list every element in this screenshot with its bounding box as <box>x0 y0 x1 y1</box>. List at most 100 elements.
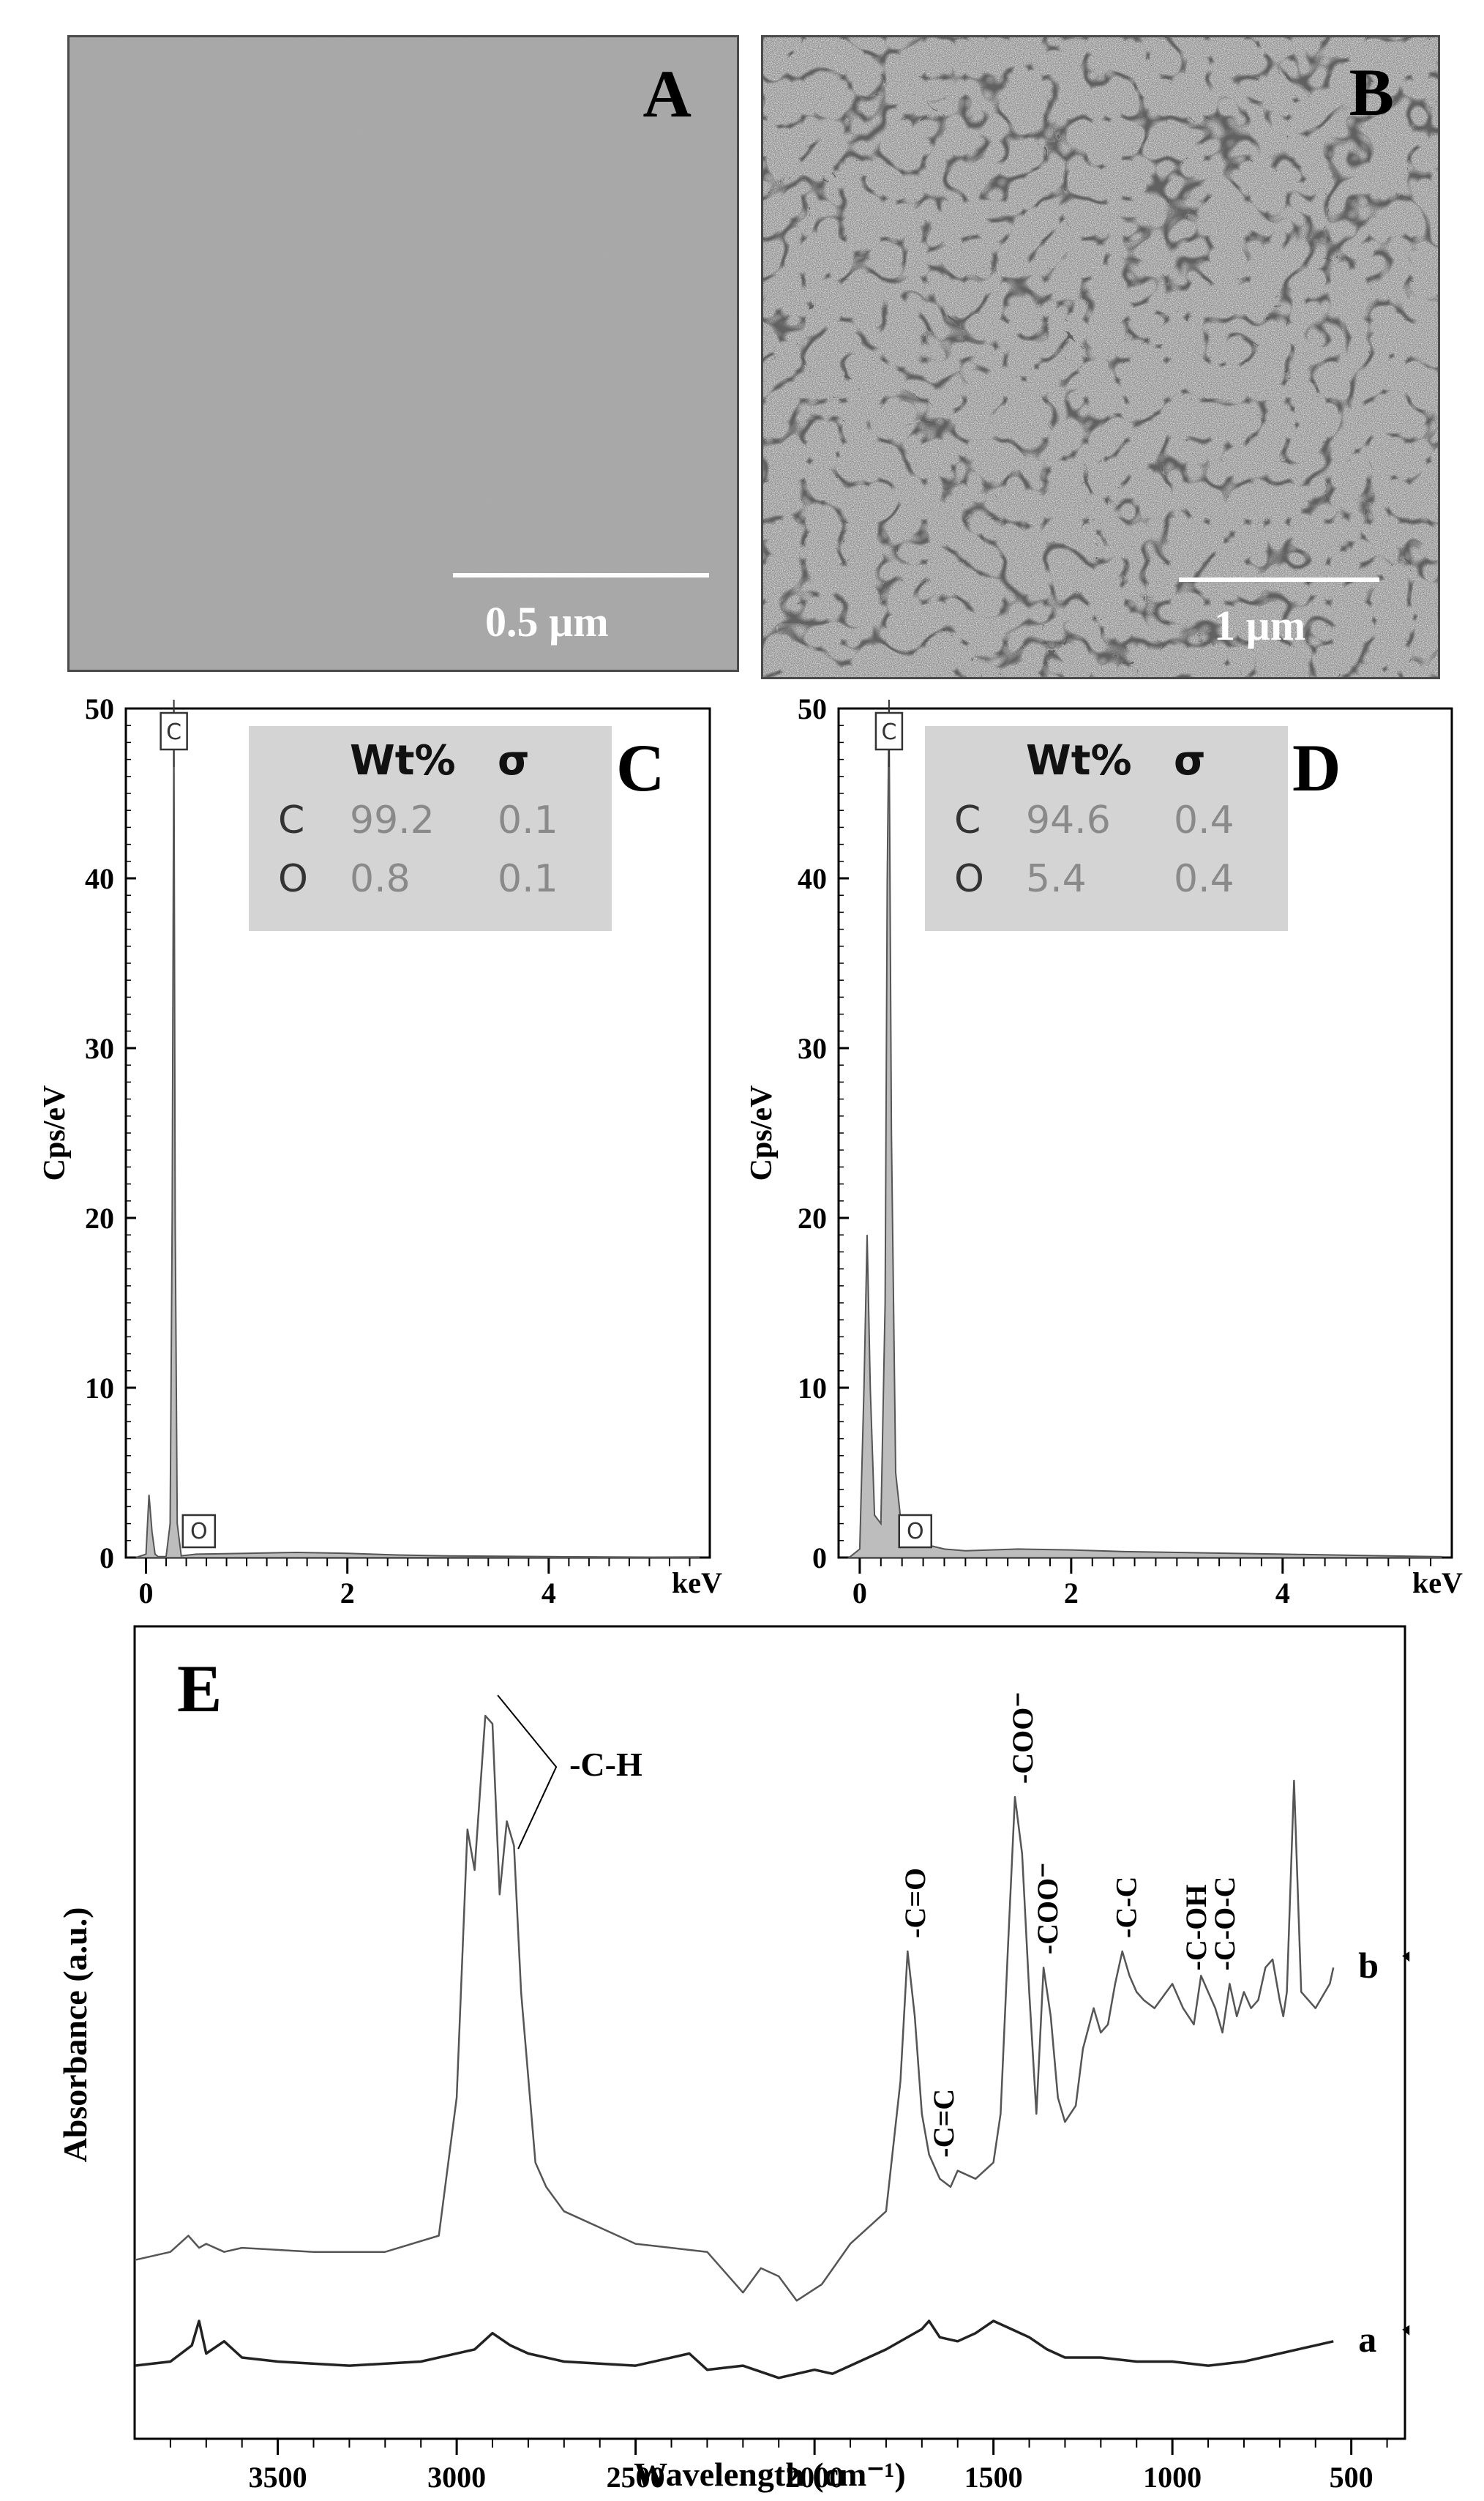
y-axis: 0 10 20 30 40 50 <box>85 692 136 1574</box>
table-row-element: C <box>278 799 304 842</box>
table-header-sigma: σ <box>1174 737 1206 785</box>
annotation-bracket <box>497 1694 558 1850</box>
peak-marker-label: C <box>166 719 181 745</box>
x-axis: 3500 3000 2500 2000 1500 1000 500 <box>169 2439 1388 2494</box>
table-header-wt: Wt% <box>1026 737 1132 785</box>
table-header-sigma: σ <box>498 737 530 785</box>
x-tick-label: 0 <box>139 1577 154 1610</box>
band-annotation: -C-O-C <box>1208 1877 1241 1971</box>
series-lines: ba <box>134 1714 1410 2379</box>
peak-markers: CO <box>874 700 932 1549</box>
y-axis-label: Cps/eV <box>745 1085 779 1181</box>
table-row-wt: 94.6 <box>1026 799 1111 842</box>
panel-letter-b: B <box>1349 55 1394 130</box>
y-axis-label: Cps/eV <box>38 1085 72 1181</box>
panel-letter-a: A <box>642 56 692 131</box>
y-tick-label: 0 <box>812 1541 827 1574</box>
table-row-wt: 0.8 <box>350 857 411 901</box>
band-annotation: -C-H <box>569 1746 642 1783</box>
y-tick-label: 10 <box>85 1372 114 1405</box>
peak-marker-box <box>898 1514 932 1549</box>
y-tick-label: 50 <box>85 692 114 725</box>
y-tick-label: 20 <box>85 1202 114 1235</box>
y-tick-label: 10 <box>798 1372 827 1405</box>
y-tick-label: 20 <box>798 1202 827 1235</box>
band-annotations: -C-H -C=O -C=C -COO⁻ -COO⁻ -C-C -C-OH-C-O-C <box>497 1692 1241 2158</box>
series-line-a <box>134 2319 1334 2379</box>
composition-table: Wt% σ C 94.6 0.4 O 5.4 0.4 <box>925 726 1288 931</box>
band-annotation: -C-C <box>1110 1877 1143 1938</box>
x-tick-label: 0 <box>852 1577 867 1610</box>
composition-table: Wt% σ C 99.2 0.1 O 0.8 0.1 <box>249 726 612 931</box>
peak-marker-box <box>874 711 904 751</box>
x-tick-label: 2000 <box>785 2461 844 2494</box>
x-unit-label: keV <box>672 1566 722 1599</box>
peak-marker-label: O <box>190 1519 208 1544</box>
x-tick-label: 2500 <box>607 2461 665 2494</box>
series-end-marker <box>1402 1951 1410 1962</box>
y-axis: 0 10 20 30 40 50 <box>798 692 849 1574</box>
sem-image-b: B 1 µm <box>761 35 1440 679</box>
panel-letter: C <box>616 730 664 805</box>
x-unit-label: keV <box>1412 1566 1463 1599</box>
sem-texture-a <box>70 37 737 670</box>
band-annotation: -COO⁻ <box>1031 1863 1064 1955</box>
x-tick-label: 3000 <box>427 2461 486 2494</box>
scale-label-b: 1 µm <box>1214 602 1306 649</box>
y-axis-label: Absorbance (a.u.) <box>56 1907 94 2163</box>
table-row-sigma: 0.4 <box>1174 857 1234 901</box>
y-tick-label: 30 <box>85 1032 114 1065</box>
x-tick-label: 500 <box>1330 2461 1374 2494</box>
panel-letter: D <box>1292 730 1341 805</box>
series-line-b <box>134 1714 1335 2302</box>
peak-markers: CO <box>160 700 216 1549</box>
x-axis: 0 2 4 <box>852 1558 1432 1610</box>
x-tick-label: 2 <box>340 1577 355 1610</box>
table-row-sigma: 0.1 <box>498 799 558 842</box>
y-tick-label: 30 <box>798 1032 827 1065</box>
peak-marker-box <box>181 1514 216 1549</box>
sem-image-a: A 0.5 µm <box>67 35 739 672</box>
scale-bar-b <box>1179 577 1379 582</box>
y-tick-label: 40 <box>798 862 827 895</box>
table-background <box>249 726 612 931</box>
band-annotation: -C=O <box>899 1868 932 1938</box>
series-label-b: b <box>1358 1945 1379 1986</box>
x-tick-label: 2 <box>1064 1577 1079 1610</box>
table-header-wt: Wt% <box>350 737 456 785</box>
ftir-chart-e: 3500 3000 2500 2000 1500 1000 500 ba -C-H-C=O-… <box>56 1625 1410 2494</box>
y-tick-label: 40 <box>85 862 114 895</box>
scale-label-a: 0.5 µm <box>485 598 609 646</box>
plot-frame <box>133 1625 1406 2440</box>
x-tick-label: 4 <box>1275 1577 1290 1610</box>
band-annotation: -C=C <box>927 2089 960 2158</box>
x-axis: 0 2 4 <box>139 1558 691 1610</box>
peak-marker-label: O <box>907 1519 924 1544</box>
x-axis-label: Wavelength (cm⁻¹) <box>634 2456 906 2493</box>
series-label-a: a <box>1358 2319 1376 2360</box>
spectrum-line <box>135 708 700 1558</box>
table-row-element: O <box>278 857 308 901</box>
peak-marker-label: C <box>881 719 896 745</box>
table-row-element: C <box>954 799 981 842</box>
sem-texture-b <box>763 37 1438 677</box>
band-annotation: -COO⁻ <box>1006 1692 1039 1784</box>
scale-bar-a <box>453 573 709 577</box>
x-tick-label: 1500 <box>964 2461 1023 2494</box>
table-row-wt: 99.2 <box>350 799 435 842</box>
table-row-sigma: 0.4 <box>1174 799 1234 842</box>
table-row-wt: 5.4 <box>1026 857 1087 901</box>
x-tick-label: 1000 <box>1143 2461 1202 2494</box>
y-tick-label: 50 <box>798 692 827 725</box>
table-row-sigma: 0.1 <box>498 857 558 901</box>
y-tick-label: 0 <box>100 1541 114 1574</box>
series-end-marker <box>1402 2325 1410 2336</box>
table-background <box>925 726 1288 931</box>
x-tick-label: 3500 <box>249 2461 307 2494</box>
table-row-element: O <box>954 857 984 901</box>
band-annotation: -C-OH <box>1180 1885 1213 1971</box>
x-tick-label: 4 <box>541 1577 556 1610</box>
peak-marker-box <box>160 711 188 751</box>
